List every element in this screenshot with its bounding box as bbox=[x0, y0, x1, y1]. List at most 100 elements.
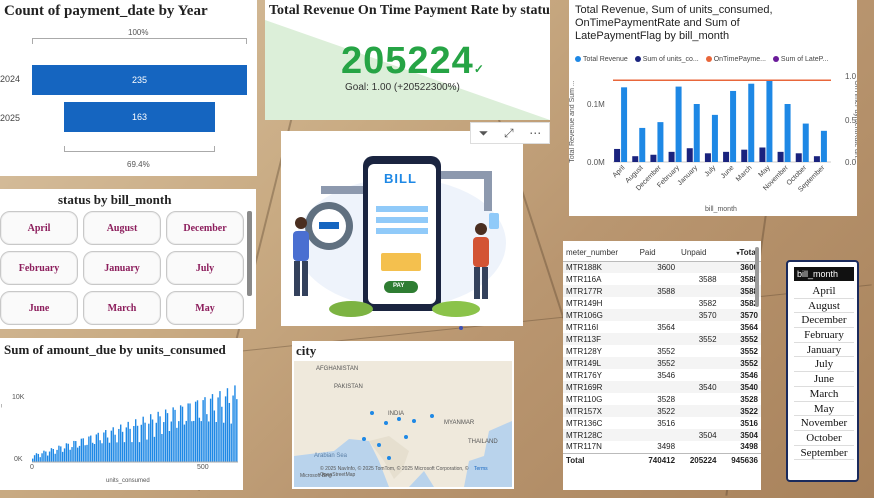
legend-total-revenue[interactable]: Total Revenue bbox=[575, 56, 628, 63]
status-tile-april[interactable]: April bbox=[0, 211, 78, 245]
cell-total: 3498 bbox=[740, 442, 758, 452]
status-tile-july[interactable]: July bbox=[166, 251, 244, 285]
amount-due-bar bbox=[208, 421, 210, 462]
amount-due-bar bbox=[166, 413, 169, 462]
combo-chart-visual[interactable]: Total Revenue, Sum of units_consumed, On… bbox=[569, 0, 857, 216]
cell-unpaid: 3570 bbox=[698, 310, 717, 320]
bill-month-item[interactable]: July bbox=[794, 357, 854, 373]
units-bar bbox=[723, 151, 730, 162]
amount-due-bar bbox=[103, 432, 105, 462]
revenue-bar bbox=[748, 83, 755, 162]
bill-month-item[interactable]: March bbox=[794, 387, 854, 402]
cell-meter-number: MTR116A bbox=[566, 274, 602, 284]
amount-due-bar bbox=[95, 434, 98, 462]
map-terms-link[interactable]: Terms bbox=[474, 466, 488, 472]
cell-meter-number: MTR188K bbox=[566, 262, 603, 272]
status-tile-august[interactable]: August bbox=[83, 211, 161, 245]
bill-month-item[interactable]: October bbox=[794, 431, 854, 446]
bill-month-item[interactable]: September bbox=[794, 446, 854, 461]
amount-due-bar bbox=[198, 417, 201, 462]
table-row[interactable]: MTR149H 3582 3582 bbox=[563, 297, 761, 309]
status-tile-june[interactable]: June bbox=[0, 291, 78, 325]
status-tile-march[interactable]: March bbox=[83, 291, 161, 325]
total-unpaid: 205224 bbox=[689, 455, 717, 465]
table-row[interactable]: MTR157X 3522 3522 bbox=[563, 405, 761, 417]
funnel-bar-2025[interactable]: 163 bbox=[64, 102, 215, 132]
status-tile-january[interactable]: January bbox=[83, 251, 161, 285]
status-slicer-scrollbar[interactable] bbox=[247, 211, 252, 296]
amount-due-y-0k: 0K bbox=[14, 456, 23, 463]
meter-table-visual[interactable]: meter_number Paid Unpaid ▾Total MTR188K 3… bbox=[563, 241, 761, 490]
combo-title-line2: OnTimePaymentRate and Sum of bbox=[575, 17, 740, 29]
cell-total: 3570 bbox=[740, 310, 758, 320]
legend-ontime[interactable]: OnTimePayme... bbox=[705, 56, 766, 63]
col-header-meter-number[interactable]: meter_number bbox=[566, 248, 619, 258]
table-row[interactable]: MTR128C 3504 3504 bbox=[563, 429, 761, 441]
table-row[interactable]: MTR117N 3498 3498 bbox=[563, 441, 761, 453]
combo-yr-tick-10: 1.0 bbox=[845, 72, 857, 81]
bill-month-item[interactable]: August bbox=[794, 299, 854, 314]
status-tile-february[interactable]: February bbox=[0, 251, 78, 285]
cell-meter-number: MTR128C bbox=[566, 430, 603, 440]
table-scrollbar[interactable] bbox=[755, 247, 759, 307]
table-row[interactable]: MTR176Y 3546 3546 bbox=[563, 369, 761, 381]
bill-month-item[interactable]: December bbox=[794, 313, 854, 329]
col-header-total[interactable]: ▾Total bbox=[736, 248, 758, 258]
funnel-top-bracket bbox=[32, 38, 247, 44]
map-canvas[interactable] bbox=[294, 361, 512, 487]
status-tile-december[interactable]: December bbox=[166, 211, 244, 245]
amount-due-bar bbox=[226, 388, 229, 462]
amount-due-bar bbox=[69, 449, 71, 462]
cell-unpaid bbox=[678, 357, 719, 369]
table-row[interactable]: MTR177R 3588 3588 bbox=[563, 285, 761, 297]
amount-due-bar bbox=[91, 442, 94, 462]
status-tile-may[interactable]: May bbox=[166, 291, 244, 325]
table-row[interactable]: MTR136C 3516 3516 bbox=[563, 417, 761, 429]
table-row[interactable]: MTR169R 3540 3540 bbox=[563, 381, 761, 393]
table-row[interactable]: MTR106G 3570 3570 bbox=[563, 309, 761, 321]
amount-due-bar bbox=[138, 442, 141, 462]
funnel-bar-2024[interactable]: 235 bbox=[32, 65, 247, 95]
amount-due-bar bbox=[135, 419, 137, 462]
cell-total: 3588 bbox=[740, 274, 758, 284]
bill-month-item[interactable]: February bbox=[794, 328, 854, 343]
kpi-value: 205224✓ bbox=[341, 40, 485, 83]
cell-meter-number: MTR176Y bbox=[566, 370, 603, 380]
table-row[interactable]: MTR116I 3564 3564 bbox=[563, 321, 761, 333]
bill-month-item[interactable]: June bbox=[794, 372, 854, 387]
table-row[interactable]: MTR128Y 3552 3552 bbox=[563, 345, 761, 357]
kpi-visual[interactable]: Total Revenue On Time Payment Rate by st… bbox=[265, 0, 550, 120]
amount-due-bar bbox=[179, 405, 182, 462]
cell-unpaid bbox=[678, 369, 719, 381]
more-options-icon[interactable]: ⋯ bbox=[529, 126, 542, 140]
table-row[interactable]: MTR113F 3552 3552 bbox=[563, 333, 761, 345]
filter-icon[interactable]: ⏷ bbox=[478, 125, 489, 140]
col-header-paid[interactable]: Paid bbox=[639, 248, 656, 258]
table-row[interactable]: MTR149L 3552 3552 bbox=[563, 357, 761, 369]
city-map-visual[interactable]: city AFGHANISTAN PAKISTAN INDIA MYANMAR … bbox=[292, 341, 514, 489]
bill-month-item[interactable]: January bbox=[794, 343, 854, 358]
bill-month-slicer[interactable]: bill_month April August December February Ja… bbox=[786, 260, 859, 482]
bill-month-item[interactable]: November bbox=[794, 416, 854, 431]
col-header-unpaid[interactable]: Unpaid bbox=[681, 248, 707, 258]
table-row[interactable]: MTR116A 3588 3588 bbox=[563, 273, 761, 285]
bill-month-item[interactable]: May bbox=[794, 402, 854, 417]
legend-late[interactable]: Sum of LateP... bbox=[772, 56, 828, 63]
table-row[interactable]: MTR110G 3528 3528 bbox=[563, 393, 761, 405]
funnel-year-2024: 2024 bbox=[0, 74, 21, 84]
status-slicer-title: status by bill_month bbox=[58, 192, 172, 207]
funnel-visual[interactable]: Count of payment_date by Year 100% 2024 … bbox=[0, 0, 257, 176]
status-slicer[interactable]: status by bill_month April August Decemb… bbox=[0, 189, 256, 329]
map-attribution: © 2025 NavInfo, © 2025 TomTom, © 2025 Mi… bbox=[320, 466, 469, 478]
revenue-bar bbox=[711, 114, 718, 162]
amount-due-bar bbox=[176, 427, 178, 462]
amount-due-chart-visual[interactable]: Sum of amount_due by units_consumed Sum … bbox=[0, 338, 243, 490]
focus-mode-icon[interactable]: ⤢ bbox=[504, 125, 514, 140]
cell-paid: 3528 bbox=[657, 394, 676, 404]
table-row[interactable]: MTR188K 3600 3600 bbox=[563, 261, 761, 273]
amount-due-bar bbox=[189, 403, 191, 462]
map-label-thailand: THAILAND bbox=[468, 439, 498, 445]
legend-units[interactable]: Sum of units_co... bbox=[634, 56, 699, 63]
amount-due-bar bbox=[60, 446, 62, 462]
bill-month-item[interactable]: April bbox=[794, 284, 854, 299]
